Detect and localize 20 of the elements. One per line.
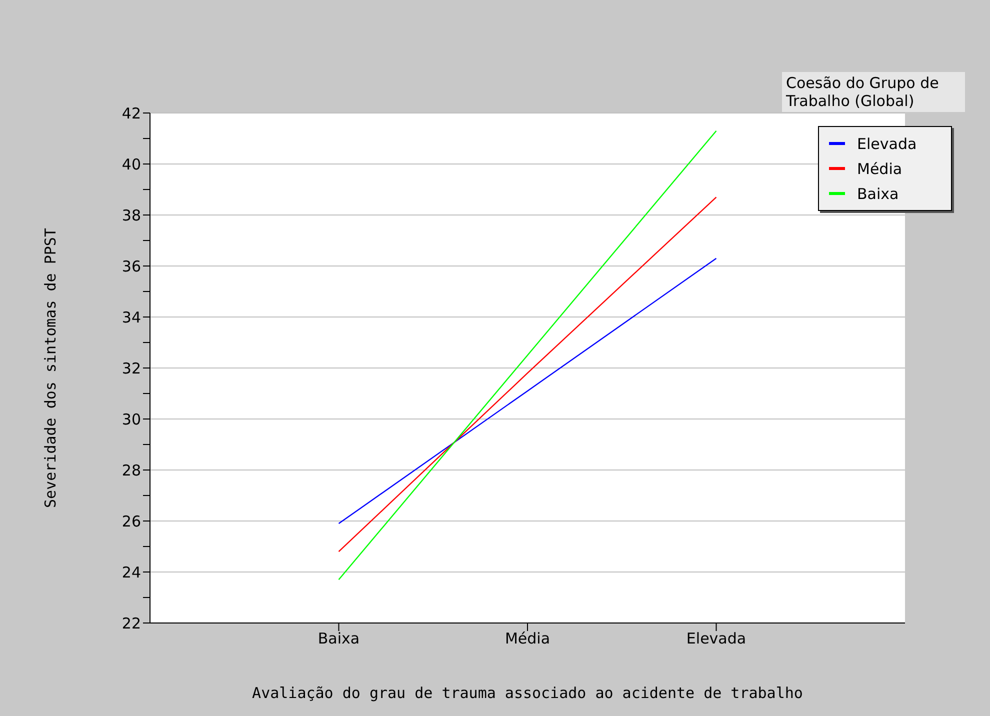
y-tick-label: 42 (122, 104, 141, 122)
legend-label: Baixa (857, 184, 899, 202)
legend-title: Coesão do Grupo de Trabalho (Global) (782, 72, 965, 112)
y-tick-label: 28 (122, 461, 141, 480)
legend-label: Elevada (857, 134, 917, 152)
x-tick-label: Média (504, 630, 550, 648)
y-tick-label: 38 (122, 206, 141, 224)
y-tick-label: 30 (122, 410, 141, 428)
y-tick-label: 24 (122, 563, 141, 582)
y-tick-label: 32 (122, 359, 141, 378)
x-tick-label: Baixa (318, 630, 360, 648)
y-tick-label: 40 (122, 155, 141, 174)
y-tick-label: 36 (122, 257, 141, 276)
x-axis-title: Avaliação do grau de trauma associado ao acidente de trabalho (252, 684, 803, 702)
y-tick-label: 26 (122, 512, 141, 530)
legend-label: Média (857, 160, 902, 178)
y-tick-label: 34 (122, 308, 141, 326)
y-tick-label: 22 (122, 614, 141, 632)
x-tick-label: Elevada (686, 630, 746, 648)
y-axis-title: Severidade dos sintomas de PPST (41, 228, 60, 508)
